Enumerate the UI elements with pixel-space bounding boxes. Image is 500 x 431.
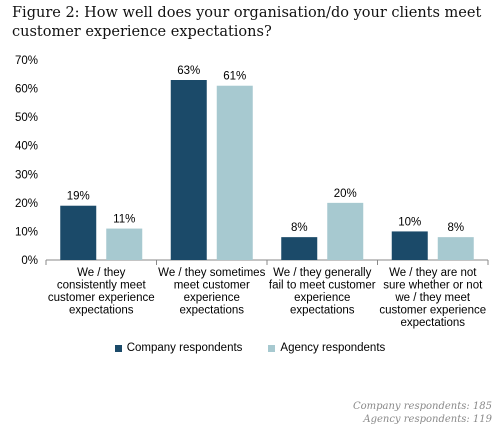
data-label: 8% — [291, 222, 308, 234]
data-label: 10% — [398, 216, 421, 228]
data-label: 8% — [447, 222, 464, 234]
category-label: We / they sometimes — [158, 267, 265, 279]
y-tick-label: 70% — [15, 55, 38, 67]
y-tick-label: 10% — [15, 226, 38, 238]
y-tick-label: 20% — [15, 198, 38, 210]
footnotes: Company respondents: 185 Agency responde… — [353, 400, 492, 426]
bar-company — [170, 80, 207, 260]
legend-item-company: Company respondents — [114, 342, 243, 354]
data-label: 19% — [67, 191, 90, 203]
data-label: 61% — [223, 71, 246, 83]
category-label: consistently meet — [57, 280, 147, 292]
category-label: customer experience — [48, 292, 155, 304]
data-label: 63% — [177, 65, 200, 77]
y-tick-label: 0% — [21, 255, 38, 267]
category-label: expectations — [400, 317, 465, 329]
category-label: meet customer — [174, 280, 250, 292]
data-label: 20% — [334, 188, 357, 200]
category-label: experience — [294, 292, 350, 304]
bar-agency — [106, 228, 143, 260]
bar-agency — [437, 237, 474, 260]
category-label: We / they — [77, 267, 126, 279]
category-label: expectations — [290, 305, 355, 317]
footnote-agency-count: Agency respondents: 119 — [363, 414, 492, 425]
bar-agency — [216, 85, 253, 260]
footnote-company-count: Company respondents: 185 — [352, 401, 492, 412]
category-label: customer experience — [379, 305, 486, 317]
category-label: We / they generally — [273, 267, 371, 279]
legend: Company respondents Agency respondents — [0, 342, 500, 354]
bar-agency — [327, 202, 364, 260]
legend-label-agency: Agency respondents — [280, 342, 386, 354]
y-tick-label: 40% — [15, 141, 38, 153]
y-tick-label: 30% — [15, 169, 38, 181]
category-label: expectations — [179, 305, 244, 317]
figure-title: Figure 2: How well does your organisatio… — [12, 5, 482, 40]
y-tick-label: 50% — [15, 112, 38, 124]
category-label: expectations — [69, 305, 134, 317]
bar-company — [60, 205, 97, 260]
category-label: fail to meet customer — [269, 280, 376, 292]
bar-company — [281, 237, 318, 260]
legend-label-company: Company respondents — [126, 342, 243, 354]
category-label: We / they are not — [389, 267, 477, 279]
category-label: we / they meet — [394, 292, 471, 304]
legend-swatch-agency — [268, 344, 276, 352]
y-tick-label: 60% — [15, 84, 38, 96]
legend-item-agency: Agency respondents — [268, 342, 385, 354]
category-label: sure whether or not — [383, 280, 483, 292]
category-label: experience — [184, 292, 240, 304]
data-label: 11% — [113, 214, 135, 226]
bar-company — [391, 231, 428, 260]
legend-swatch-company — [114, 344, 122, 352]
